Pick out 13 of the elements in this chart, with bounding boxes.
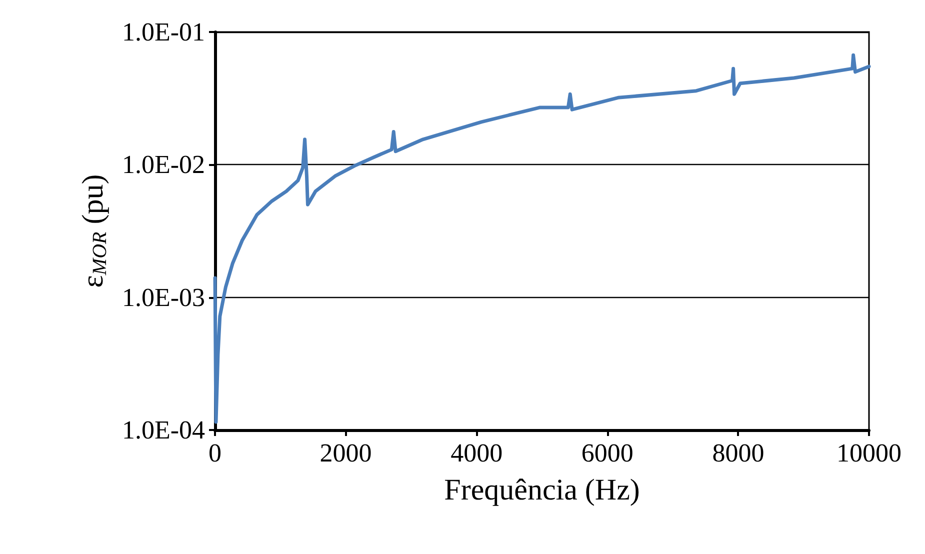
y-tick-label: 1.0E-03: [122, 282, 205, 312]
y-tick-label: 1.0E-01: [122, 18, 205, 46]
y-tick-label: 1.0E-02: [122, 150, 205, 180]
x-tick-label: 0: [208, 438, 222, 468]
x-tick-label: 4000: [450, 438, 503, 468]
y-tick-label: 1.0E-04: [122, 416, 205, 444]
x-tick-label: 8000: [712, 438, 764, 468]
line-series: [213, 53, 871, 424]
x-tick-label: 10000: [836, 438, 902, 468]
y-axis-title: εMOR (pu): [76, 174, 111, 288]
x-tick-label: 2000: [320, 438, 372, 468]
x-tick-label: 6000: [581, 438, 634, 468]
x-axis-title: Frequência (Hz): [444, 474, 640, 506]
